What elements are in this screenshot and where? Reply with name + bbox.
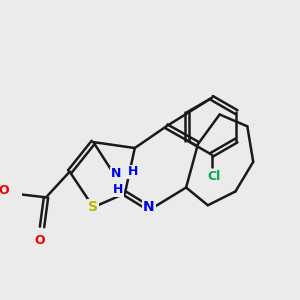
- Text: N: N: [143, 200, 154, 214]
- Text: Cl: Cl: [207, 170, 220, 183]
- Text: H: H: [113, 183, 123, 196]
- Text: S: S: [88, 200, 98, 214]
- Text: O: O: [0, 184, 9, 197]
- Text: H: H: [128, 165, 138, 178]
- Text: O: O: [35, 234, 45, 247]
- Text: N: N: [111, 167, 121, 180]
